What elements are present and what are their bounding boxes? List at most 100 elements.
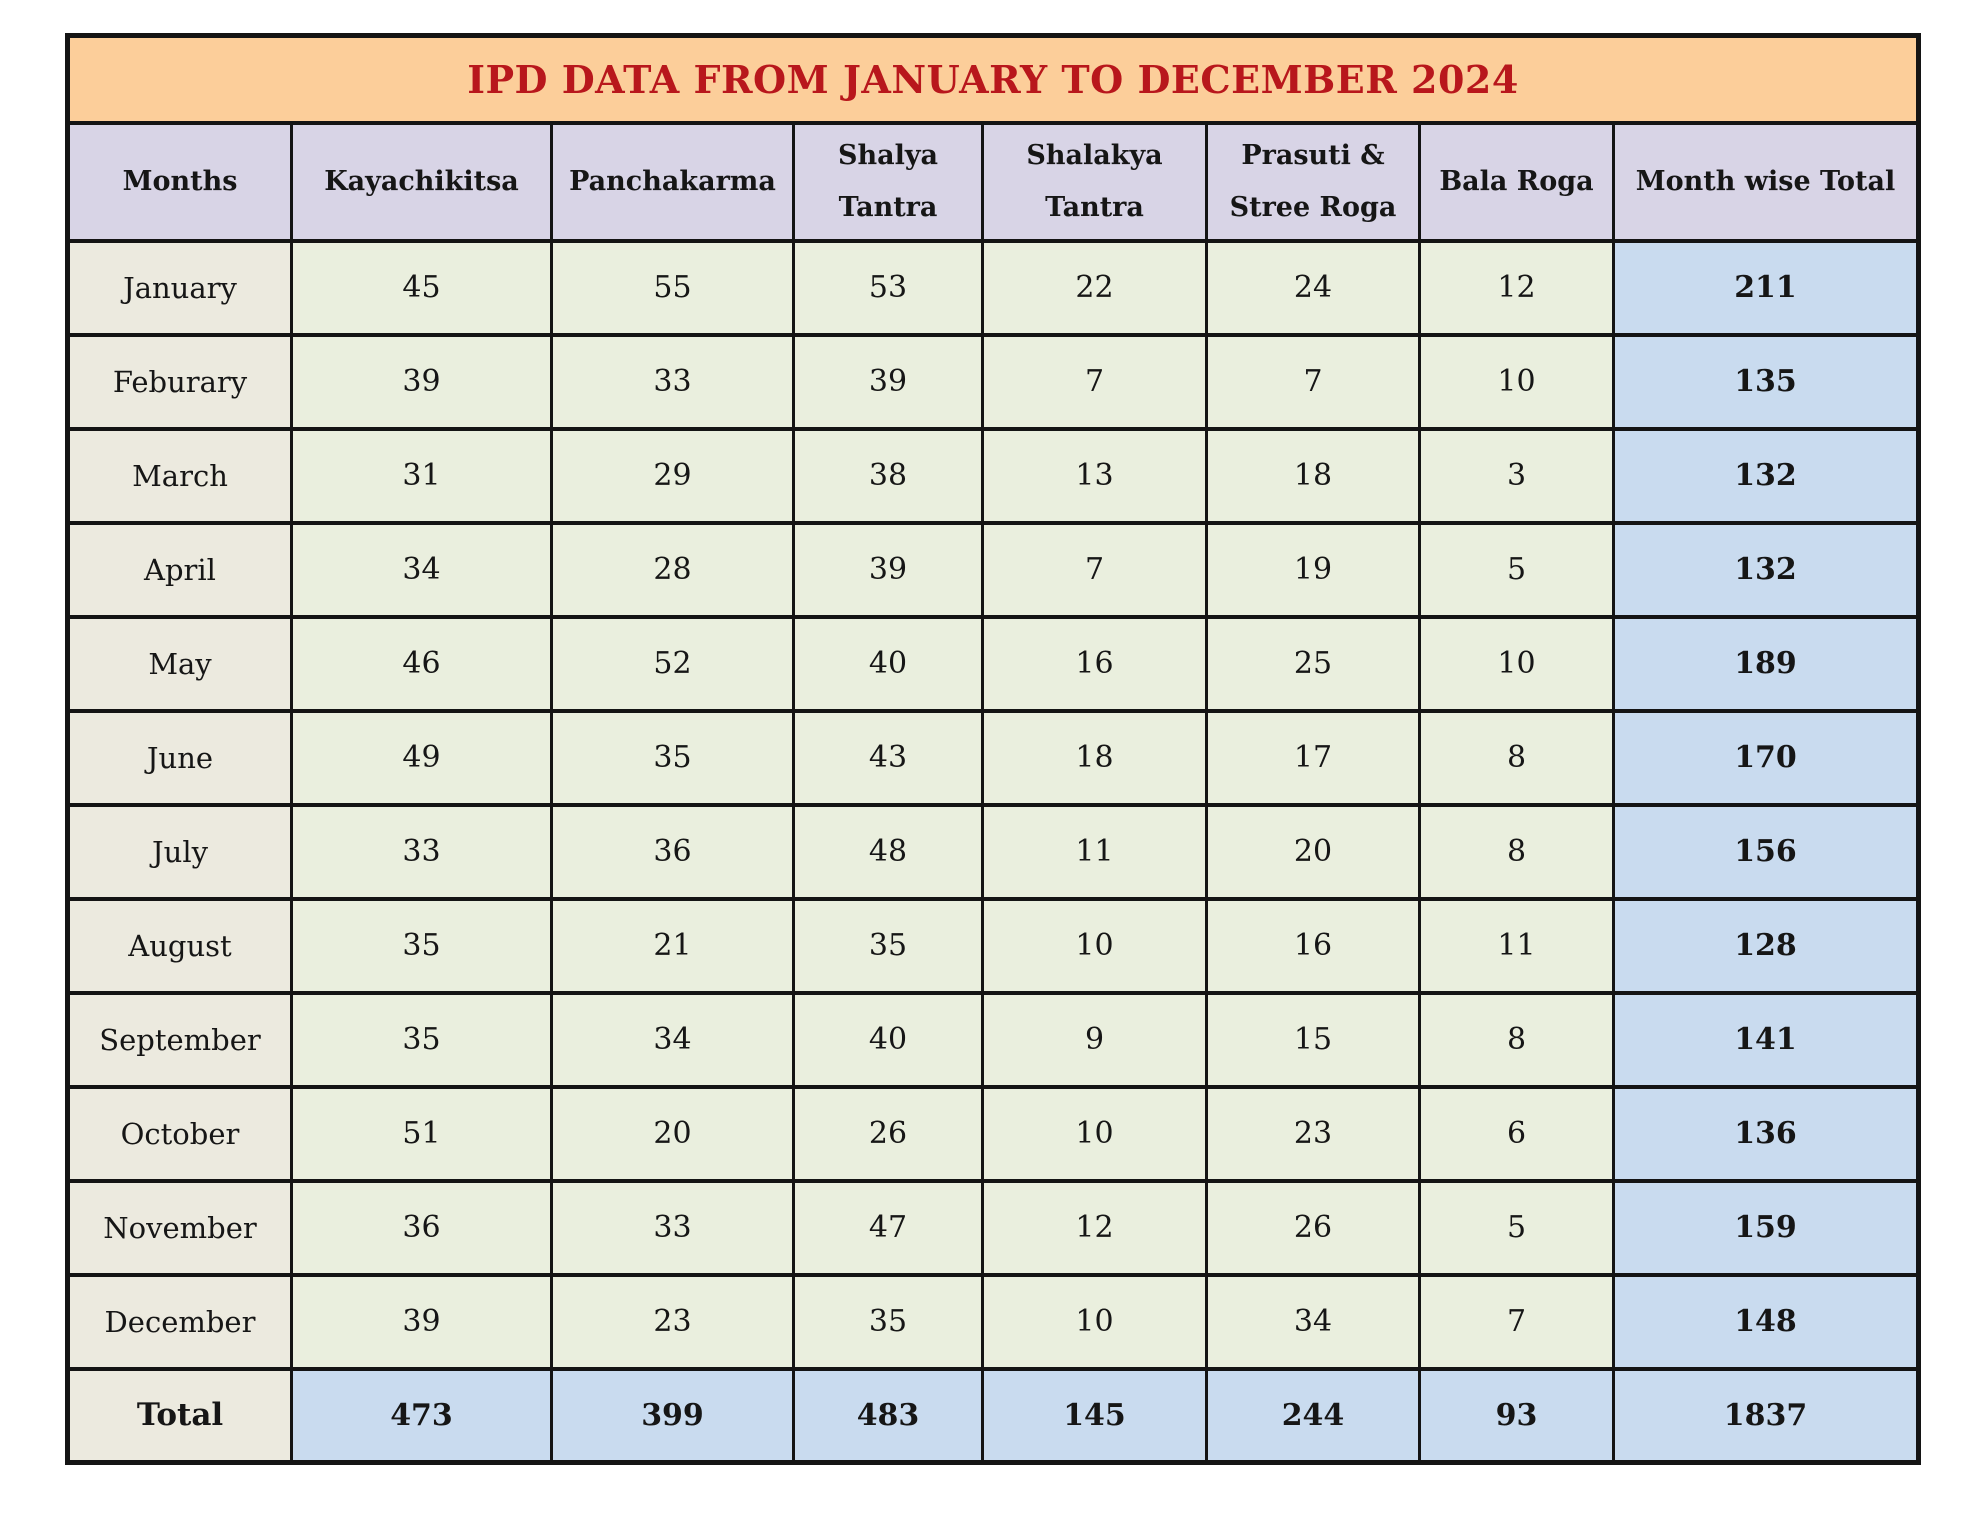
data-cell: 20 <box>1205 802 1421 901</box>
data-cell: 16 <box>981 614 1208 713</box>
grand-total-cell: 1837 <box>1612 1366 1920 1465</box>
total-label-cell: Total <box>66 1366 293 1465</box>
data-cell: 40 <box>792 990 984 1089</box>
data-cell: 24 <box>1205 238 1421 337</box>
column-header-2: Panchakarma <box>550 120 795 243</box>
data-cell: 33 <box>290 802 553 901</box>
column-total-cell: 145 <box>981 1366 1208 1465</box>
column-total-cell: 244 <box>1205 1366 1421 1465</box>
row-total-cell: 211 <box>1612 238 1920 337</box>
data-cell: 52 <box>550 614 795 713</box>
data-cell: 7 <box>981 332 1208 431</box>
data-cell: 35 <box>550 708 795 807</box>
data-cell: 11 <box>981 802 1208 901</box>
table-row: Feburary 39 33 39 7 7 10 135 <box>66 332 1920 431</box>
column-total-cell: 483 <box>792 1366 984 1465</box>
column-header-1: Kayachikitsa <box>290 120 553 243</box>
data-cell: 5 <box>1418 520 1615 619</box>
data-cell: 19 <box>1205 520 1421 619</box>
data-cell: 8 <box>1418 990 1615 1089</box>
data-cell: 35 <box>792 896 984 995</box>
data-cell: 47 <box>792 1178 984 1277</box>
table-row: January 45 55 53 22 24 12 211 <box>66 238 1920 337</box>
data-cell: 21 <box>550 896 795 995</box>
data-cell: 8 <box>1418 802 1615 901</box>
row-total-cell: 132 <box>1612 426 1920 525</box>
data-cell: 15 <box>1205 990 1421 1089</box>
month-cell: December <box>66 1272 293 1371</box>
data-cell: 43 <box>792 708 984 807</box>
data-cell: 39 <box>792 332 984 431</box>
data-cell: 25 <box>1205 614 1421 713</box>
month-cell: Feburary <box>66 332 293 431</box>
data-cell: 17 <box>1205 708 1421 807</box>
data-cell: 10 <box>1418 614 1615 713</box>
data-cell: 7 <box>1205 332 1421 431</box>
data-cell: 22 <box>981 238 1208 337</box>
data-cell: 10 <box>1418 332 1615 431</box>
data-cell: 13 <box>981 426 1208 525</box>
row-total-cell: 170 <box>1612 708 1920 807</box>
row-total-cell: 136 <box>1612 1084 1920 1183</box>
data-cell: 35 <box>290 990 553 1089</box>
data-cell: 7 <box>1418 1272 1615 1371</box>
data-cell: 39 <box>290 332 553 431</box>
data-cell: 34 <box>290 520 553 619</box>
data-cell: 35 <box>290 896 553 995</box>
table-row: March 31 29 38 13 18 3 132 <box>66 426 1920 525</box>
data-cell: 26 <box>1205 1178 1421 1277</box>
data-cell: 33 <box>550 1178 795 1277</box>
data-cell: 49 <box>290 708 553 807</box>
row-total-cell: 159 <box>1612 1178 1920 1277</box>
ipd-data-table: IPD DATA FROM JANUARY TO DECEMBER 2024 M… <box>65 33 1921 1465</box>
data-cell: 9 <box>981 990 1208 1089</box>
row-total-cell: 132 <box>1612 520 1920 619</box>
month-cell: August <box>66 896 293 995</box>
month-cell: September <box>66 990 293 1089</box>
table-row: August 35 21 35 10 16 11 128 <box>66 896 1920 995</box>
column-total-cell: 473 <box>290 1366 553 1465</box>
column-header-7: Month wise Total <box>1612 120 1920 243</box>
data-cell: 34 <box>1205 1272 1421 1371</box>
data-cell: 26 <box>792 1084 984 1183</box>
row-total-cell: 189 <box>1612 614 1920 713</box>
data-cell: 36 <box>550 802 795 901</box>
data-cell: 39 <box>290 1272 553 1371</box>
table-header-row: Months Kayachikitsa Panchakarma Shalya Tant… <box>66 120 1920 243</box>
data-cell: 12 <box>981 1178 1208 1277</box>
month-cell: July <box>66 802 293 901</box>
data-cell: 3 <box>1418 426 1615 525</box>
month-cell: June <box>66 708 293 807</box>
data-cell: 45 <box>290 238 553 337</box>
data-cell: 53 <box>792 238 984 337</box>
data-cell: 18 <box>981 708 1208 807</box>
table-row: September 35 34 40 9 15 8 141 <box>66 990 1920 1089</box>
data-cell: 29 <box>550 426 795 525</box>
month-cell: May <box>66 614 293 713</box>
data-cell: 10 <box>981 1084 1208 1183</box>
table-row: June 49 35 43 18 17 8 170 <box>66 708 1920 807</box>
table-row: May 46 52 40 16 25 10 189 <box>66 614 1920 713</box>
table-row: October 51 20 26 10 23 6 136 <box>66 1084 1920 1183</box>
table-row: December 39 23 35 10 34 7 148 <box>66 1272 1920 1371</box>
column-header-3: Shalya Tantra <box>792 120 984 243</box>
month-cell: October <box>66 1084 293 1183</box>
data-cell: 31 <box>290 426 553 525</box>
column-header-6: Bala Roga <box>1418 120 1615 243</box>
data-cell: 20 <box>550 1084 795 1183</box>
column-header-5: Prasuti & Stree Roga <box>1205 120 1421 243</box>
data-cell: 51 <box>290 1084 553 1183</box>
column-header-4: Shalakya Tantra <box>981 120 1208 243</box>
data-cell: 36 <box>290 1178 553 1277</box>
data-cell: 38 <box>792 426 984 525</box>
data-cell: 18 <box>1205 426 1421 525</box>
data-cell: 39 <box>792 520 984 619</box>
data-cell: 10 <box>981 896 1208 995</box>
row-total-cell: 135 <box>1612 332 1920 431</box>
data-cell: 8 <box>1418 708 1615 807</box>
month-cell: March <box>66 426 293 525</box>
column-total-cell: 93 <box>1418 1366 1615 1465</box>
data-cell: 11 <box>1418 896 1615 995</box>
table-total-row: Total 473 399 483 145 244 93 1837 <box>66 1366 1920 1465</box>
